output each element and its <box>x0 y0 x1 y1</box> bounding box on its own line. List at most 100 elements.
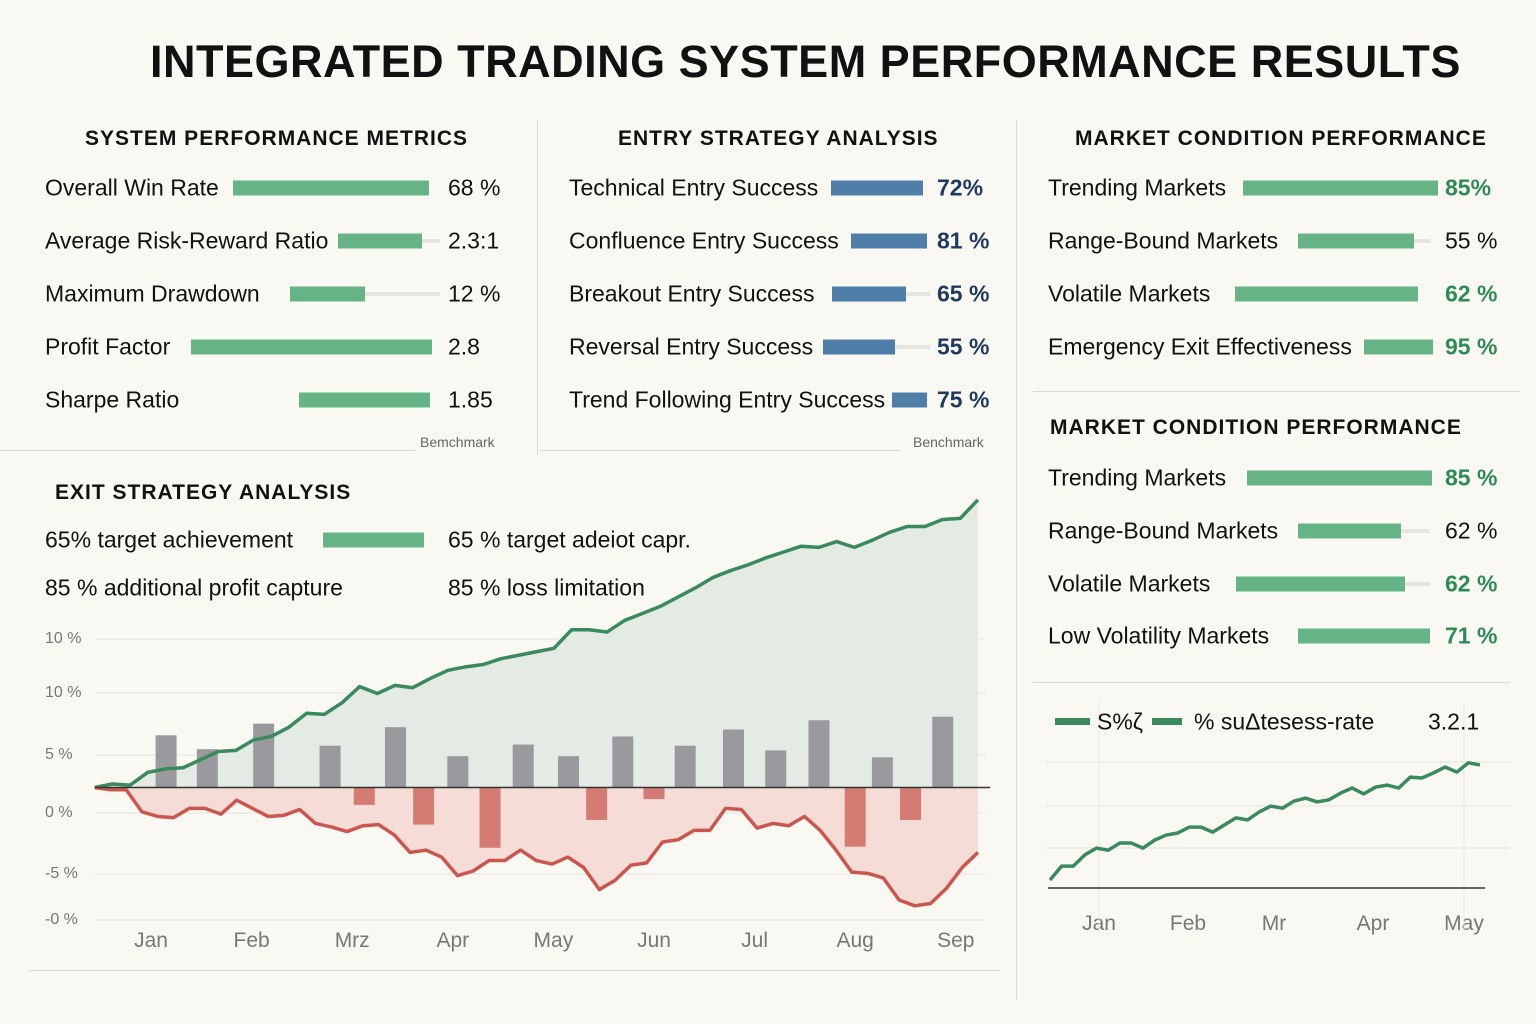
gain-bar <box>722 729 744 788</box>
loss-bar <box>844 787 866 847</box>
entry-strategy-title: ENTRY STRATEGY ANALYSIS <box>618 127 939 150</box>
metric-value: 71 % <box>1445 622 1498 649</box>
exit-stat-text: target achievement <box>97 526 294 553</box>
exit-stat: 85 % additional profit capture <box>45 575 343 602</box>
metric-label: Reversal Entry Success <box>569 333 814 360</box>
metric-bar-fill <box>191 339 432 355</box>
metric-bar-fill <box>290 286 365 302</box>
metric-label: Confluence Entry Success <box>569 227 839 254</box>
metric-label: Overall Win Rate <box>45 174 219 201</box>
gain-bar <box>932 716 954 788</box>
market-condition-title: MARKET CONDITION PERFORMANCE <box>1075 127 1487 150</box>
metric-bar-fill <box>338 233 422 249</box>
exit-stat-pct: 65% <box>45 526 92 553</box>
x-tick-label: Jun <box>637 929 671 952</box>
exit-stat-pct: 85 % <box>45 574 98 601</box>
exit-stat: 85 % loss limitation <box>448 575 645 602</box>
gain-bar <box>612 736 634 788</box>
metric-label: Maximum Drawdown <box>45 280 260 307</box>
equity-line <box>94 498 980 790</box>
page-title: INTEGRATED TRADING SYSTEM PERFORMANCE RE… <box>150 36 1461 87</box>
drawdown-area <box>94 787 978 906</box>
exit-stat-text: additional profit capture <box>103 574 343 601</box>
x-tick-label: Feb <box>233 929 270 952</box>
metric-value: 1.85 <box>448 386 493 413</box>
divider <box>1033 391 1520 392</box>
metric-label: Average Risk-Reward Ratio <box>45 227 329 254</box>
x-tick-label: Jul <box>741 929 769 952</box>
metric-bar-fill <box>233 180 429 196</box>
divider <box>0 450 415 451</box>
y-tick-label: 10 % <box>45 684 82 701</box>
legend-value: 3.2.1 <box>1428 708 1480 735</box>
loss-bar <box>479 787 501 848</box>
metric-label: Low Volatility Markets <box>1048 622 1270 649</box>
loss-bar <box>900 787 922 820</box>
y-tick-label: 0 % <box>45 804 73 821</box>
metric-bar-fill <box>1236 576 1405 592</box>
x-tick-label: Apr <box>1356 912 1390 935</box>
metric-value: 95 % <box>1445 333 1498 360</box>
metric-label: Range-Bound Markets <box>1048 517 1279 544</box>
drawdown-line <box>94 785 980 908</box>
metric-value: 68 % <box>448 174 501 201</box>
metric-value: 55 % <box>937 333 990 360</box>
metric-value: 62 % <box>1445 517 1498 544</box>
metric-bar-fill <box>1298 628 1430 644</box>
divider <box>537 120 538 455</box>
metric-value: 75 % <box>937 386 990 413</box>
divider <box>540 450 900 451</box>
legend-swatch <box>1152 718 1182 725</box>
metric-label: Volatile Markets <box>1048 570 1211 597</box>
metric-label: Sharpe Ratio <box>45 386 180 413</box>
loss-bar <box>643 787 665 800</box>
gain-bar <box>319 745 341 788</box>
y-tick-label: -0 % <box>45 911 78 928</box>
exit-stat-text: loss limitation <box>506 574 645 601</box>
metric-bar-fill <box>831 180 923 196</box>
metric-label: Trending Markets <box>1048 174 1227 201</box>
x-tick-label: Apr <box>436 929 470 952</box>
gain-bar <box>155 735 177 788</box>
metric-bar-fill <box>1243 180 1438 196</box>
market-condition-title-2: MARKET CONDITION PERFORMANCE <box>1050 416 1462 439</box>
metric-bar-fill <box>832 286 906 302</box>
y-tick-label: 5 % <box>45 746 73 763</box>
loss-bar <box>353 787 375 805</box>
metric-bar-fill <box>823 339 895 355</box>
gain-bar <box>674 745 696 788</box>
x-tick-label: Jan <box>134 929 168 952</box>
y-tick-label: 10 % <box>45 630 82 647</box>
metric-value: 2.8 <box>448 333 480 360</box>
gain-bar <box>512 744 534 788</box>
loss-bar <box>413 787 435 825</box>
metric-bar-fill <box>1298 523 1401 539</box>
gain-bar <box>808 720 830 788</box>
metric-value: 62 % <box>1445 280 1498 307</box>
exit-strategy-title: EXIT STRATEGY ANALYSIS <box>55 481 352 504</box>
divider <box>1033 682 1510 683</box>
metric-label: Trending Markets <box>1048 464 1227 491</box>
exit-stat: 65% target achievement <box>45 527 293 554</box>
exit-stat-text: target adeiot capr. <box>506 526 691 553</box>
x-tick-label: Mr <box>1261 912 1287 935</box>
exit-stat-bar <box>323 532 424 548</box>
metric-bar-fill <box>851 233 927 249</box>
system-metrics-title: SYSTEM PERFORMANCE METRICS <box>85 127 469 150</box>
metric-value: 72% <box>937 174 984 201</box>
metric-bar-fill <box>1247 470 1432 486</box>
exit-stat: 65 % target adeiot capr. <box>448 527 691 554</box>
metric-value: 12 % <box>448 280 501 307</box>
metric-bar-fill <box>299 392 430 408</box>
gain-bar <box>871 757 893 788</box>
legend-label: % suΔtesess-rate <box>1194 708 1375 735</box>
metric-bar-fill <box>1235 286 1418 302</box>
x-tick-label: Mrz <box>334 929 370 952</box>
metric-label: Volatile Markets <box>1048 280 1211 307</box>
divider <box>1016 120 1017 1000</box>
gain-bar <box>765 750 787 788</box>
metric-bar-track <box>290 292 440 296</box>
metric-value: 85% <box>1445 174 1492 201</box>
metric-value: 2.3:1 <box>448 227 500 254</box>
x-tick-label: Sep <box>937 929 975 952</box>
